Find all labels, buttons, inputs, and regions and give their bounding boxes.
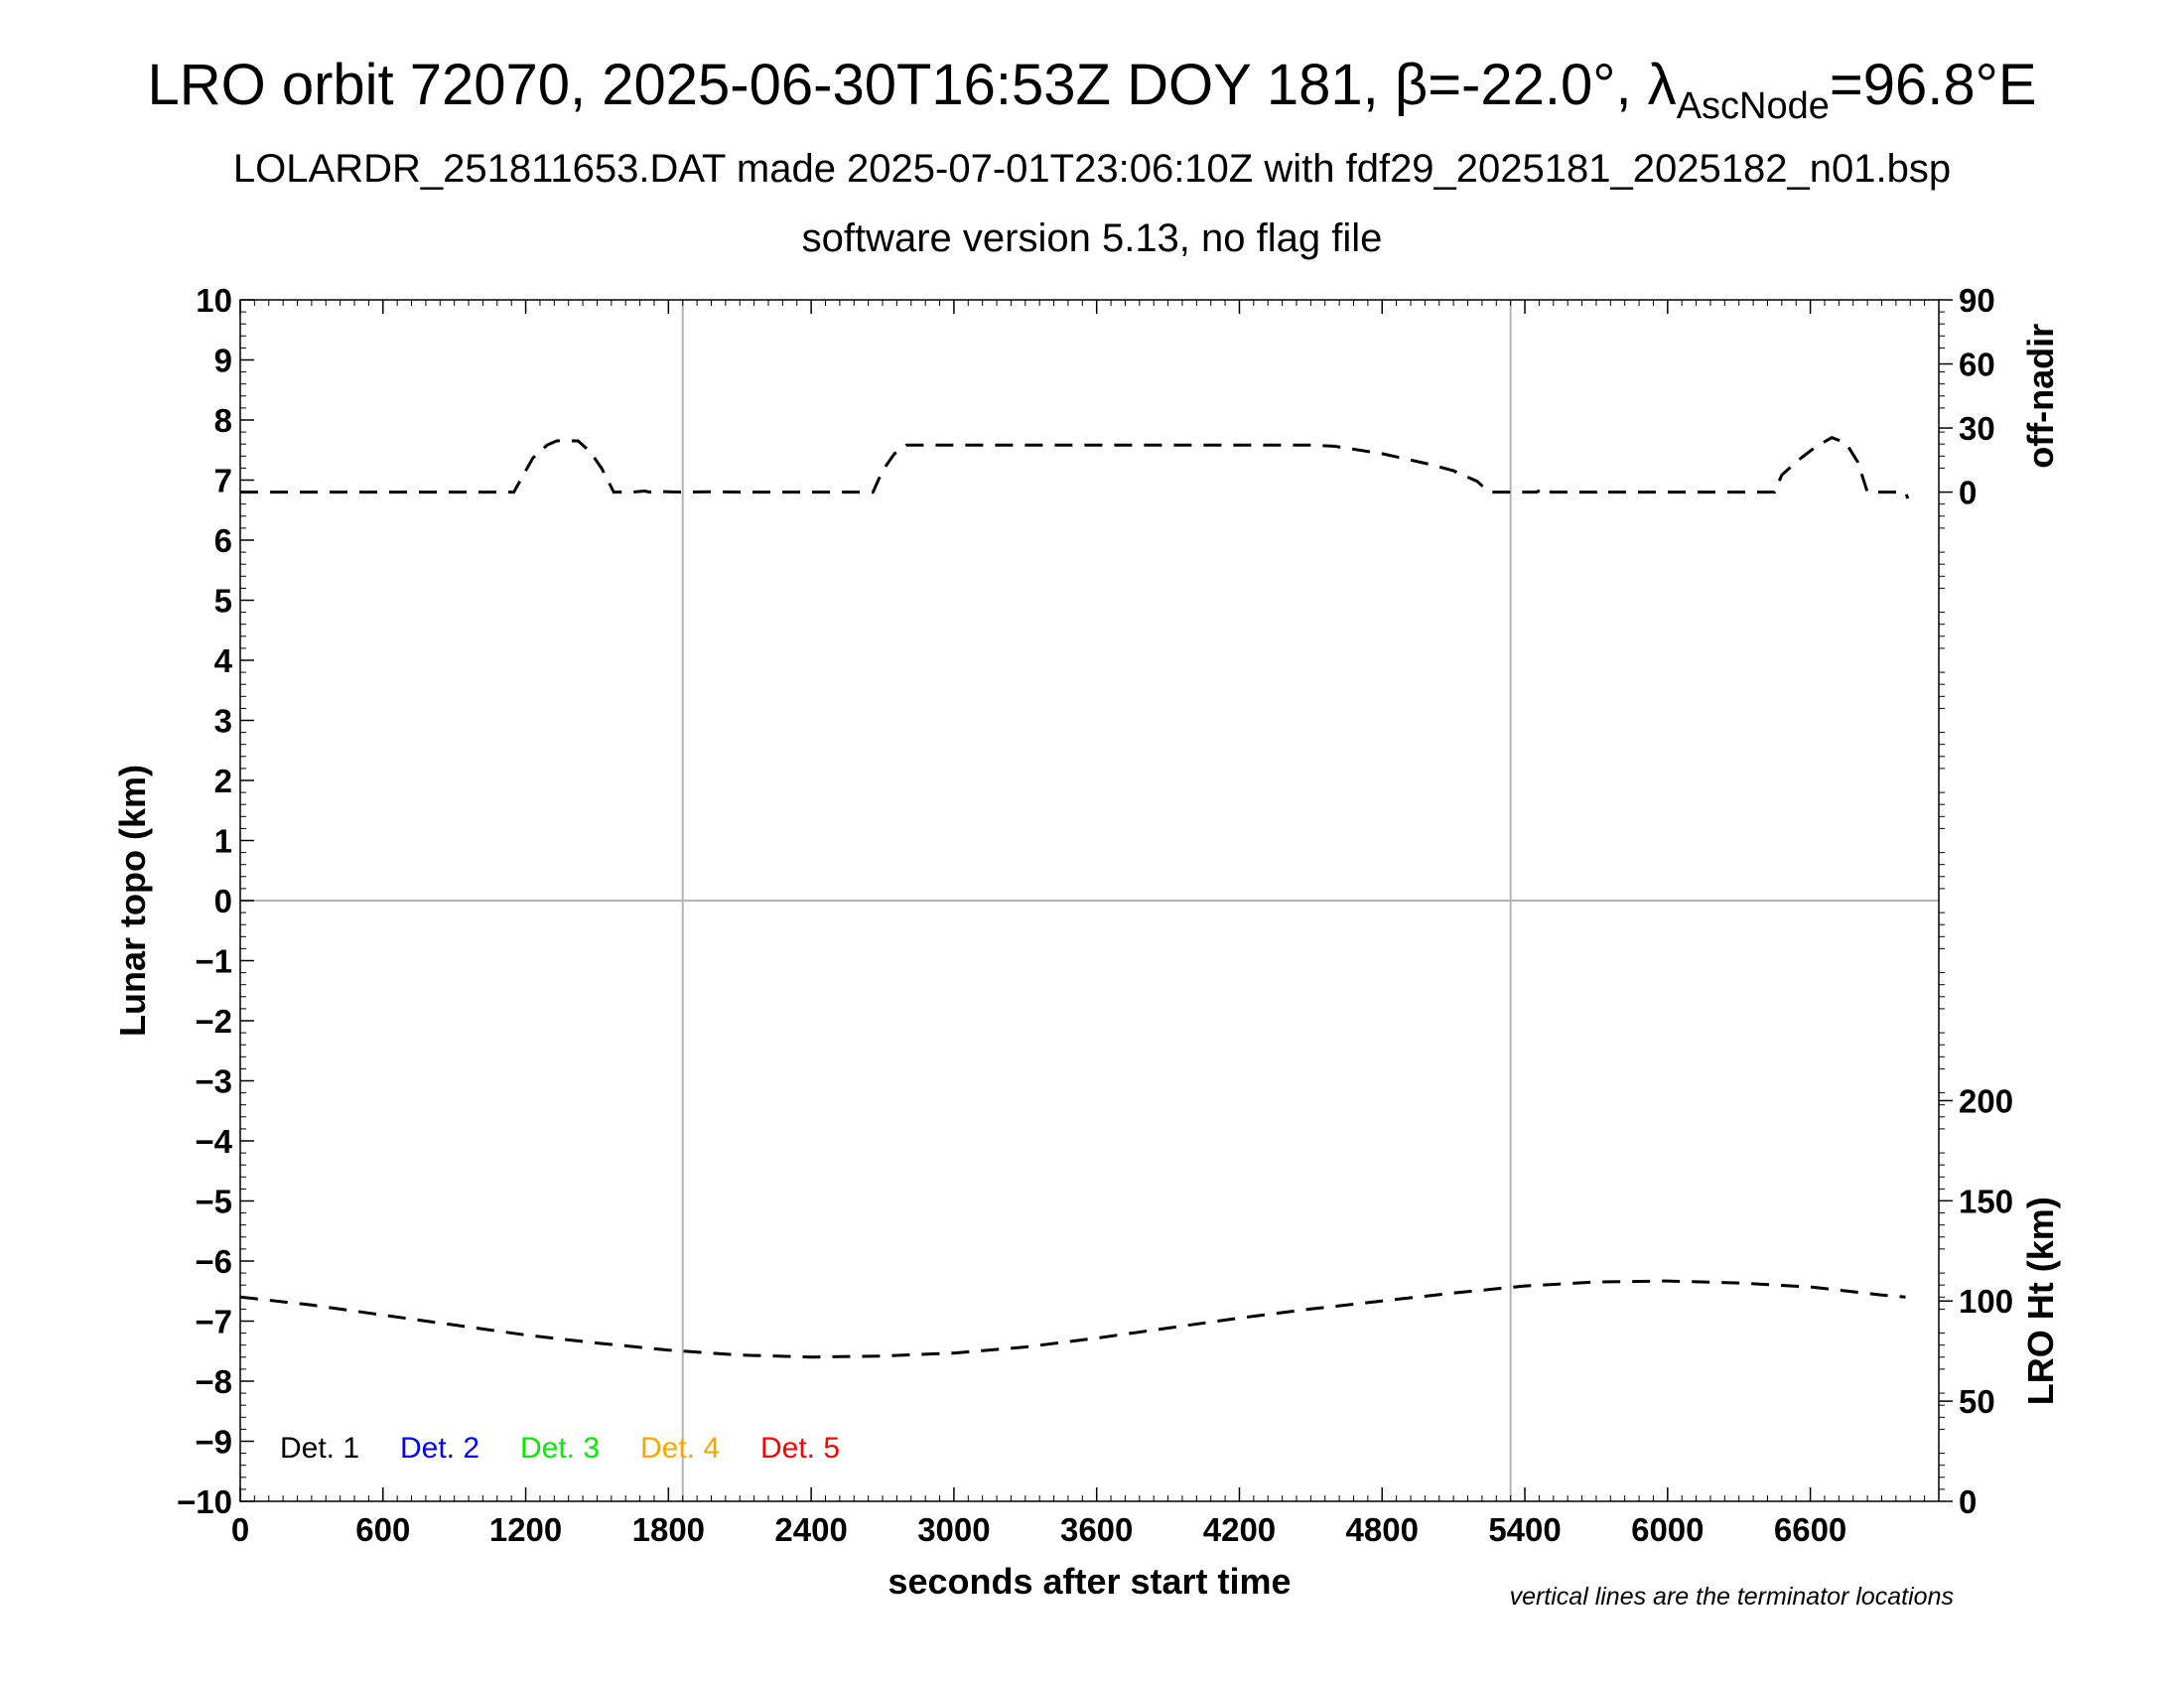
y-tick-label: 4 (214, 642, 233, 679)
legend-entry-det-3: Det. 3 (520, 1432, 600, 1465)
lro-ht-tick-label: 50 (1959, 1383, 1995, 1420)
x-tick-label: 3000 (917, 1511, 990, 1548)
x-tick-label: 1200 (489, 1511, 562, 1548)
y-tick-label: −8 (195, 1363, 232, 1400)
x-tick-label: 6600 (1774, 1511, 1846, 1548)
title-tail-text: =96.8°E (1829, 53, 2037, 117)
labels-layer: 0 600 1200 1800 2400 3000 3600 4200 4800 5400 6000… (112, 282, 2061, 1602)
chart-title: LRO orbit 72070, 2025-06-30T16:53Z DOY 1… (0, 52, 2184, 128)
y-tick-label: 2 (214, 763, 232, 799)
legend: Det. 1 Det. 2 Det. 3 Det. 4 Det. 5 (280, 1432, 840, 1465)
lro-ht-tick-label: 200 (1959, 1082, 2013, 1119)
y-tick-label: 1 (214, 823, 232, 860)
x-tick-label: 600 (355, 1511, 410, 1548)
title-main-text: LRO orbit 72070, 2025-06-30T16:53Z DOY 1… (147, 53, 1677, 117)
x-tick-label: 4800 (1346, 1511, 1419, 1548)
off-nadir-axis-title: off-nadir (2020, 324, 2061, 469)
x-tick-label: 5400 (1488, 1511, 1561, 1548)
y-axis-title: Lunar topo (km) (112, 765, 153, 1037)
y-tick-label: 9 (214, 343, 232, 379)
x-tick-label: 4200 (1203, 1511, 1276, 1548)
y-tick-label: 0 (214, 883, 232, 919)
lro-ht-tick-label: 100 (1959, 1283, 2013, 1320)
ticks-layer (239, 299, 1953, 1502)
y-tick-label: 6 (214, 522, 232, 559)
off-nadir-series (240, 436, 1910, 499)
legend-entry-det-2: Det. 2 (400, 1432, 479, 1465)
title-subscript: AscNode (1676, 85, 1830, 127)
x-tick-label: 6000 (1631, 1511, 1704, 1548)
y-tick-label: −6 (195, 1243, 232, 1280)
y-tick-label: 3 (214, 703, 232, 740)
x-tick-label: 1800 (632, 1511, 705, 1548)
y-tick-label: 5 (214, 583, 232, 620)
x-tick-label: 3600 (1060, 1511, 1133, 1548)
y-tick-label: 8 (214, 402, 232, 439)
y-tick-label: −7 (195, 1304, 232, 1340)
series-layer (239, 436, 1910, 1359)
off-nadir-tick-label: 0 (1959, 475, 1977, 511)
y-tick-label: −5 (195, 1184, 232, 1220)
x-axis-title: seconds after start time (887, 1561, 1291, 1602)
y-tick-label: 7 (214, 463, 232, 499)
lro-ht-tick-label: 150 (1959, 1183, 2013, 1219)
y-tick-label: −2 (195, 1003, 232, 1040)
x-tick-label: 2400 (774, 1511, 847, 1548)
y-tick-label: −10 (177, 1483, 232, 1520)
y-tick-label: −1 (195, 943, 232, 980)
lro-ht-axis-title: LRO Ht (km) (2020, 1196, 2061, 1405)
lro-ht-tick-label: 0 (1959, 1483, 1977, 1520)
legend-entry-det-4: Det. 4 (640, 1432, 720, 1465)
y-tick-label: −4 (195, 1123, 232, 1160)
grid-layer (240, 300, 1939, 1501)
legend-entry-det-5: Det. 5 (760, 1432, 840, 1465)
lro-height-series (239, 1279, 1906, 1359)
y-tick-label: 10 (196, 282, 232, 319)
y-tick-label: −3 (195, 1063, 232, 1100)
legend-entry-det-1: Det. 1 (280, 1432, 359, 1465)
chart-subtitle-2: software version 5.13, no flag file (801, 216, 1383, 260)
chart-subtitle: LOLARDR_251811653.DAT made 2025-07-01T23… (232, 147, 1952, 191)
off-nadir-tick-label: 30 (1959, 410, 1995, 447)
off-nadir-tick-label: 90 (1959, 282, 1995, 319)
off-nadir-tick-label: 60 (1959, 347, 1995, 383)
x-tick-label: 0 (231, 1511, 249, 1548)
terminator-note: vertical lines are the terminator locati… (1509, 1583, 1954, 1611)
y-tick-label: −9 (195, 1424, 232, 1461)
